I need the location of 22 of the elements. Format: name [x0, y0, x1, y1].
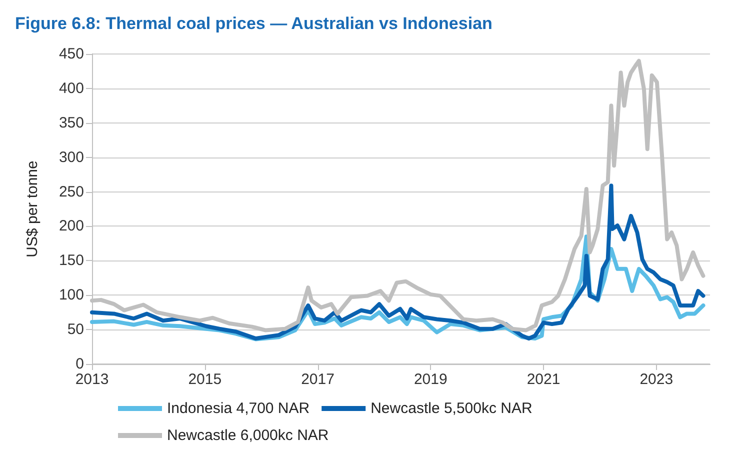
- x-tick-label: 2017: [301, 371, 334, 388]
- y-tick-label: 300: [58, 148, 84, 166]
- x-tick-label: 2023: [640, 371, 674, 388]
- x-tick-label: 2021: [526, 371, 560, 388]
- y-tick-label: 400: [58, 80, 84, 97]
- y-tick-label: 100: [58, 286, 84, 304]
- y-tick-label: 450: [58, 46, 84, 62]
- y-tick-label: 50: [67, 321, 84, 338]
- y-axis-title: US$ per tonne: [24, 160, 41, 258]
- y-tick-label: 350: [58, 114, 84, 132]
- x-tick-label: 2019: [414, 371, 448, 388]
- y-tick-label: 200: [58, 218, 84, 235]
- line-series: [90, 184, 706, 341]
- x-tick-label: 2015: [188, 371, 222, 388]
- legend-label: Newcastle 5,500kc NAR: [370, 400, 532, 417]
- y-tick-label: 0: [76, 356, 84, 372]
- y-tick-label: 150: [58, 252, 84, 270]
- legend-label: Indonesia 4,700 NAR: [167, 400, 310, 417]
- legend-label: Newcastle 6,000kc NAR: [167, 427, 329, 444]
- chart-title: Figure 6.8: Thermal coal prices — Australian vs Indonesian: [15, 14, 492, 33]
- y-tick-label: 250: [58, 183, 84, 200]
- x-tick-label: 2013: [75, 371, 109, 388]
